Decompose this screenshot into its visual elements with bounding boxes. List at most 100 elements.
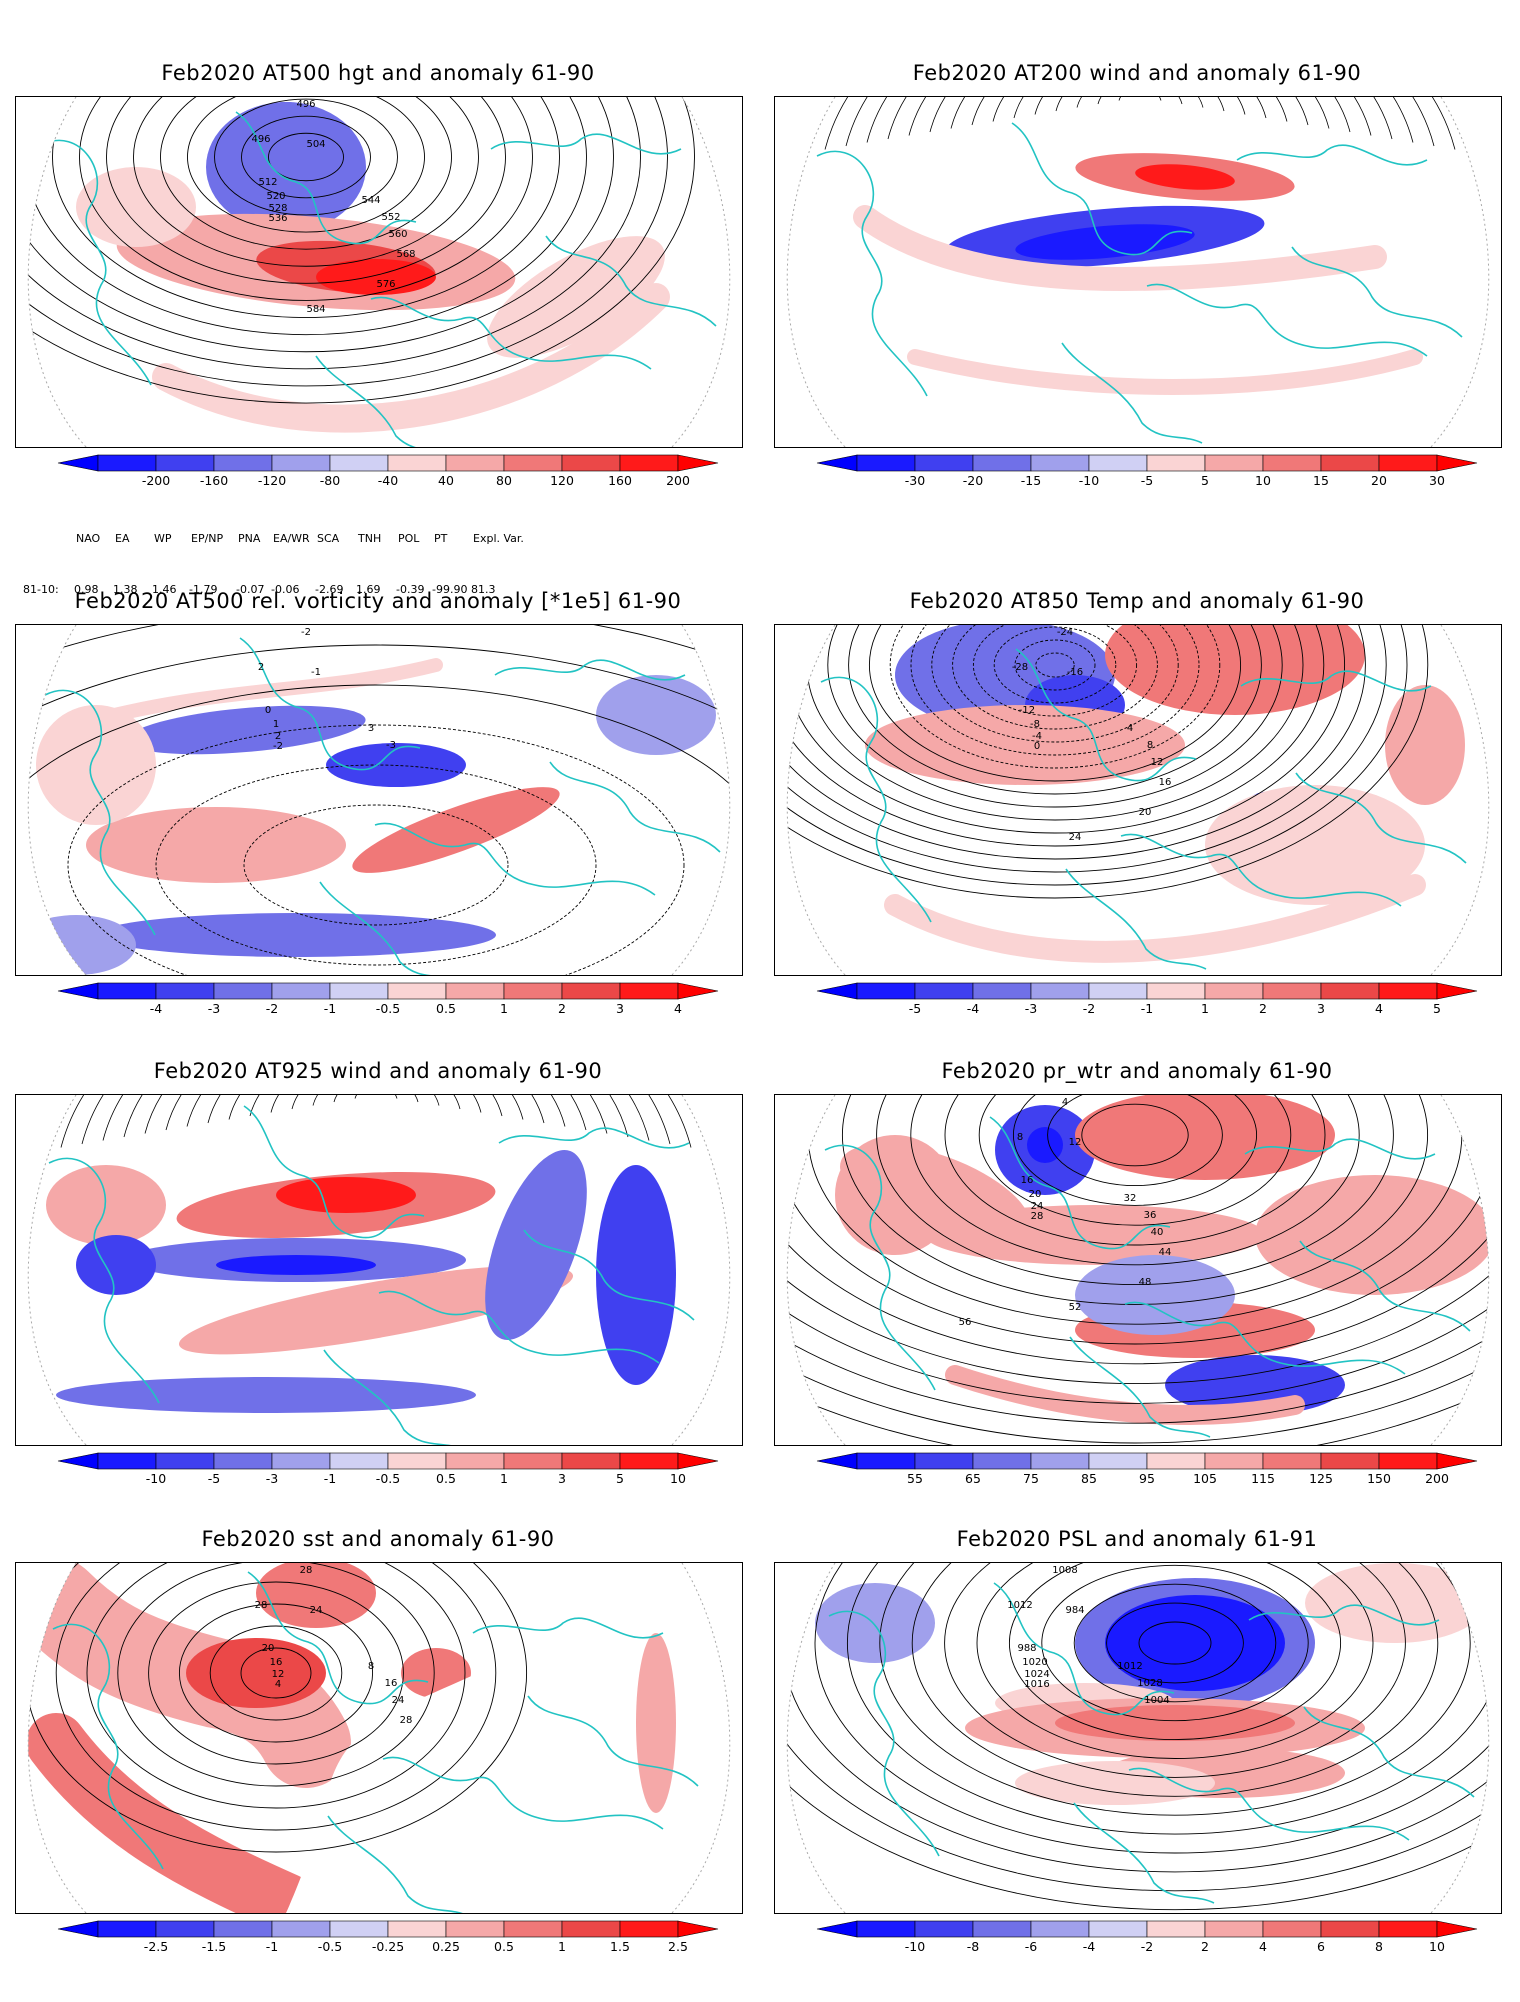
anomaly-blob bbox=[835, 1135, 955, 1255]
tele-value: 81.3 bbox=[471, 583, 496, 596]
colorbar-box bbox=[561, 982, 621, 1000]
anomaly-blob bbox=[485, 1150, 587, 1340]
streamline bbox=[866, 97, 1414, 143]
coastline bbox=[820, 676, 932, 923]
colorbar-tick-label: 125 bbox=[1309, 1471, 1333, 1486]
colorbar-tick-label: -1 bbox=[323, 1471, 337, 1486]
colorbar: -30 -20 -15 -10 -5 5 10 15 20 30 bbox=[816, 454, 1478, 489]
colorbar-box bbox=[1088, 1452, 1148, 1470]
colorbar: -5 -4 -3 -2 -1 1 2 3 4 5 bbox=[816, 982, 1478, 1017]
anomaly-blob bbox=[352, 787, 560, 873]
colorbar-box bbox=[1320, 1452, 1380, 1470]
colorbar-end-right bbox=[677, 982, 719, 1000]
colorbar-box bbox=[972, 1920, 1032, 1938]
colorbar-end-right bbox=[1436, 1920, 1478, 1938]
streamline bbox=[1013, 97, 1267, 119]
contour-line bbox=[775, 625, 1387, 873]
anomaly-blob bbox=[76, 1235, 156, 1295]
coastline bbox=[523, 1229, 695, 1321]
colorbar-box bbox=[856, 982, 916, 1000]
contour-label: 536 bbox=[268, 213, 287, 224]
map-plot: 4 8 12 16 20 24 28 32 36 40 44 48 52 56 bbox=[774, 1094, 1502, 1446]
contour-label: 568 bbox=[396, 249, 415, 260]
tele-value: -1.79 bbox=[189, 583, 218, 596]
colorbar-tick-label: 1 bbox=[500, 1471, 508, 1486]
contour-line bbox=[241, 115, 371, 199]
contour-line bbox=[1008, 1563, 1342, 1741]
colorbar-tick-label: -5 bbox=[908, 1001, 922, 1016]
colorbar-box bbox=[213, 1452, 273, 1470]
colorbar-box bbox=[1030, 1452, 1090, 1470]
colorbar-tick-label: 10 bbox=[670, 1471, 686, 1486]
streamline bbox=[312, 1095, 440, 1106]
tele-header: NAO bbox=[76, 532, 101, 545]
colorbar-box bbox=[155, 982, 215, 1000]
contour-line bbox=[910, 1095, 1360, 1266]
streamline bbox=[1097, 97, 1183, 105]
map-mask-left bbox=[775, 97, 845, 447]
colorbar-box bbox=[445, 1920, 505, 1938]
map-svg bbox=[16, 1095, 742, 1445]
streamline bbox=[992, 97, 1288, 122]
contour-label: 8 bbox=[368, 1661, 374, 1672]
panel-temp850: Feb2020 AT850 Temp and anomaly 61-90 -24… bbox=[772, 589, 1502, 1064]
hemisphere-edge bbox=[671, 97, 731, 447]
colorbar-box bbox=[561, 454, 621, 472]
anomaly-blob bbox=[1135, 164, 1235, 190]
contour-line bbox=[775, 1220, 1501, 1365]
colorbar-tick-label: -120 bbox=[257, 473, 287, 488]
coastline bbox=[44, 689, 156, 936]
anomaly-blob bbox=[186, 1638, 326, 1708]
hemisphere-edge bbox=[671, 625, 731, 975]
colorbar-box bbox=[1262, 1920, 1322, 1938]
coastline bbox=[327, 1815, 463, 1913]
hemisphere-edge bbox=[27, 1563, 87, 1913]
map-mask-right bbox=[1431, 625, 1501, 975]
contour-line bbox=[148, 1581, 404, 1765]
contour-label: 4 bbox=[275, 1679, 281, 1690]
contour-line bbox=[976, 1563, 1374, 1759]
streamline bbox=[1118, 97, 1162, 101]
contour-line bbox=[16, 97, 695, 404]
colorbar-box bbox=[155, 454, 215, 472]
colorbar-tick-label: -3 bbox=[207, 1001, 221, 1016]
streamline bbox=[782, 97, 1498, 157]
colorbar-svg bbox=[57, 982, 719, 1000]
colorbar-tick-label: 2.5 bbox=[668, 1939, 688, 1954]
contour-label: -4 bbox=[1032, 731, 1042, 742]
colorbar-tick-label: 20 bbox=[1371, 473, 1387, 488]
colorbar-tick-label: 5 bbox=[1433, 1001, 1441, 1016]
contour-label: -24 bbox=[1057, 627, 1073, 638]
hemisphere-edge bbox=[1430, 1095, 1490, 1445]
anomaly-blob bbox=[178, 1265, 574, 1355]
colorbar-end-right bbox=[677, 454, 719, 472]
map-mask-right bbox=[1431, 97, 1501, 447]
contour-line bbox=[869, 625, 1241, 782]
colorbar-tick-label: -2 bbox=[1082, 1001, 1096, 1016]
contour-line bbox=[1106, 1602, 1244, 1684]
colorbar-box bbox=[619, 454, 679, 472]
colorbar-tick-label: 160 bbox=[608, 473, 632, 488]
colorbar-tick-label: 200 bbox=[666, 473, 690, 488]
contour-line bbox=[775, 1357, 1501, 1444]
colorbar-box bbox=[213, 1920, 273, 1938]
contour-line bbox=[848, 625, 1262, 795]
contour-label: -2 bbox=[301, 627, 311, 638]
contour-label: 576 bbox=[376, 279, 395, 290]
contour-line bbox=[1138, 1621, 1212, 1665]
coastline bbox=[989, 1116, 1171, 1250]
colorbar-end-left bbox=[816, 982, 858, 1000]
colorbar-box bbox=[1146, 454, 1206, 472]
panel-title: Feb2020 pr_wtr and anomaly 61-90 bbox=[941, 1059, 1333, 1083]
colorbar-tick-label: 75 bbox=[1023, 1471, 1039, 1486]
coastline bbox=[1146, 283, 1428, 357]
streamline bbox=[207, 1095, 545, 1124]
tele-header: EA/WR bbox=[273, 532, 310, 545]
contour-line bbox=[16, 97, 668, 387]
colorbar-tick-label: -2 bbox=[265, 1001, 279, 1016]
colorbar-box bbox=[213, 454, 273, 472]
map-svg: -22 -1012-23-3 bbox=[16, 625, 742, 975]
hemisphere-edge bbox=[1430, 625, 1490, 975]
contour-line bbox=[1012, 1095, 1258, 1206]
contour-label: 4 bbox=[1127, 723, 1133, 734]
